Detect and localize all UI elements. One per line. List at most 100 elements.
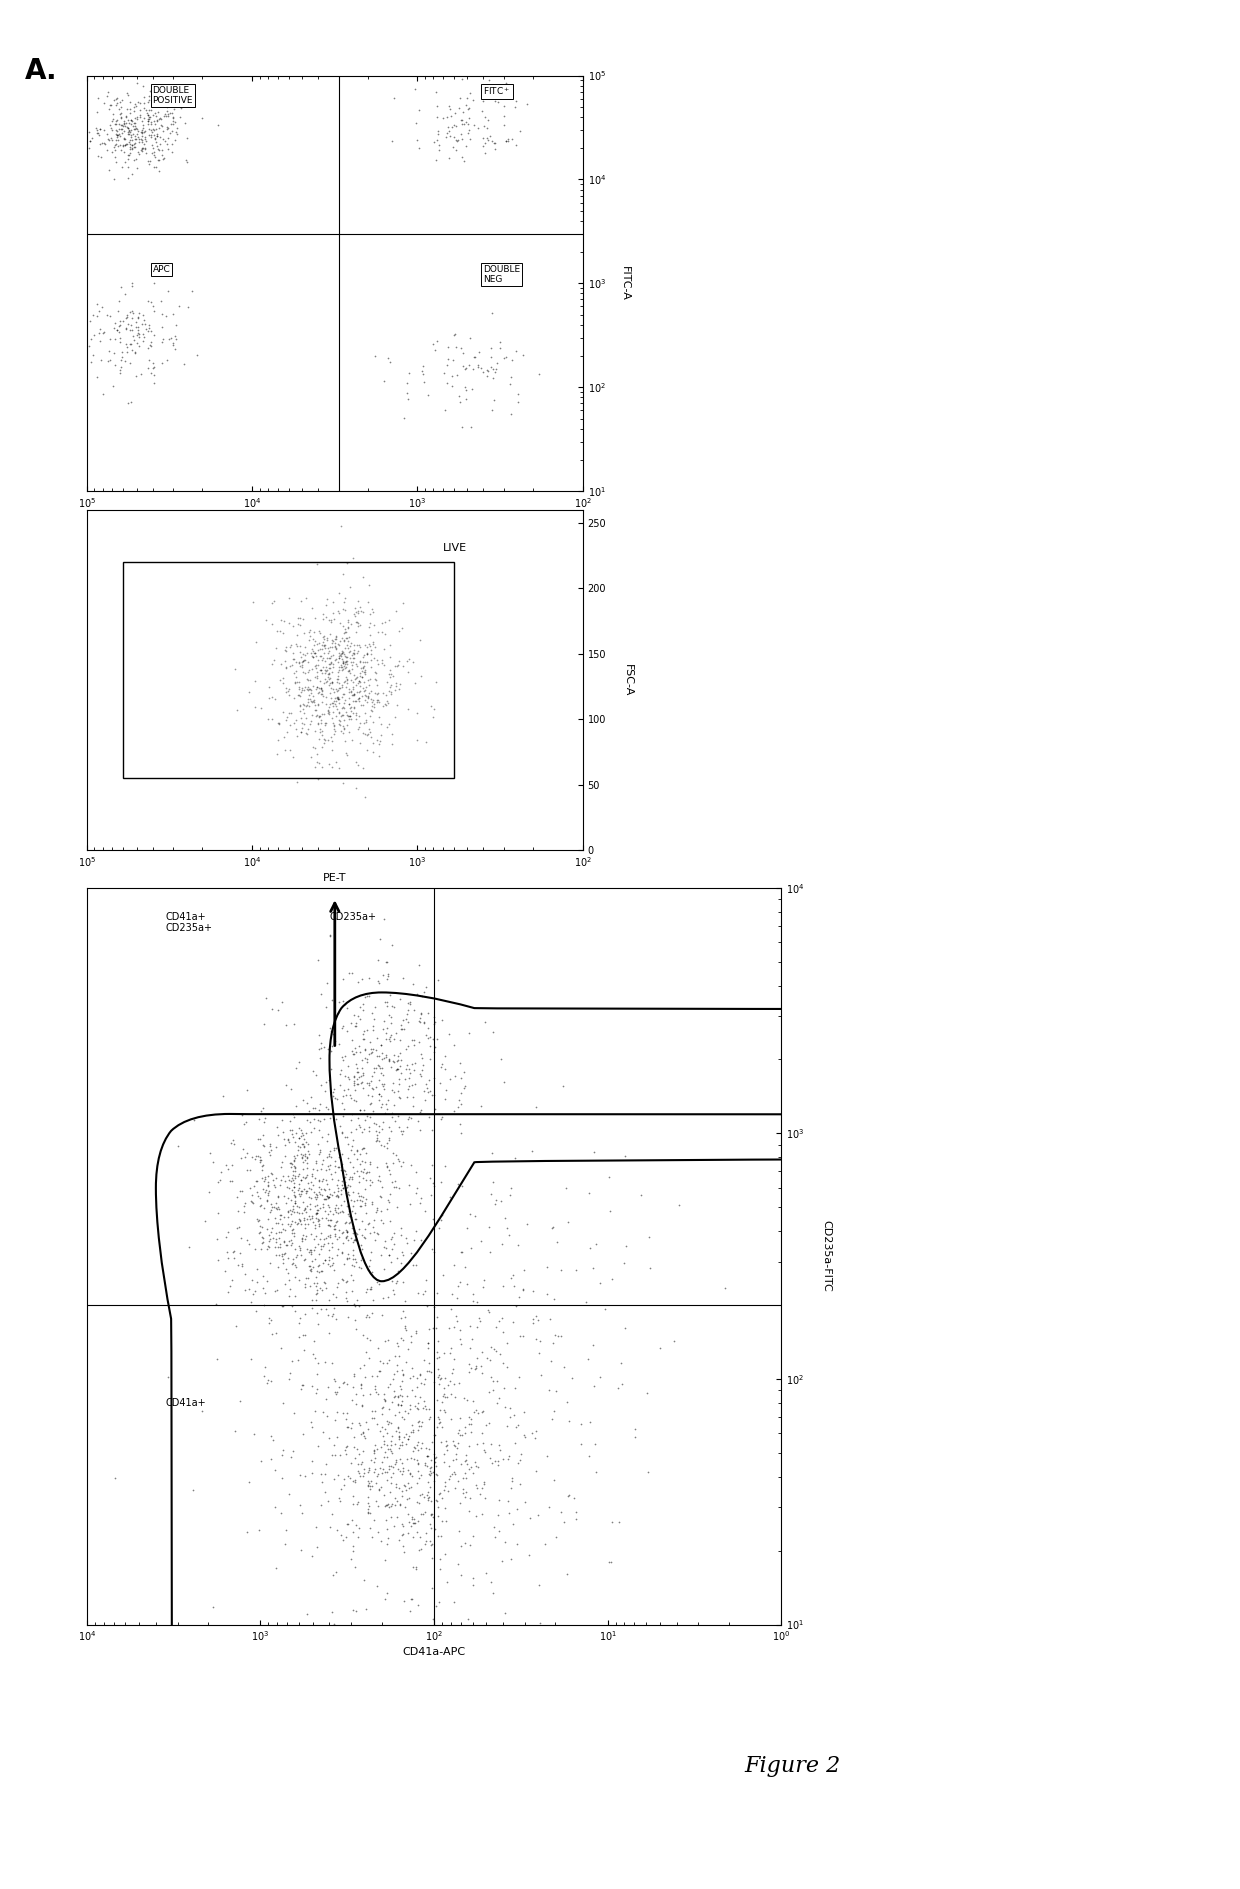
Point [341, 1184, 361, 1215]
Point [316, 689, 336, 720]
Point [309, 1211, 329, 1241]
Point [377, 990, 397, 1020]
Point [382, 1438, 402, 1468]
Point [305, 627, 325, 657]
Point [129, 321, 149, 351]
Point [162, 298, 182, 329]
Point [350, 684, 370, 714]
Point [134, 102, 154, 132]
Point [330, 1483, 350, 1513]
Point [274, 1201, 294, 1232]
Point [299, 674, 319, 705]
Point [269, 1241, 289, 1271]
Point [139, 81, 159, 111]
Point [122, 125, 141, 155]
Point [312, 1145, 332, 1175]
Point [139, 104, 159, 134]
Point [139, 106, 159, 136]
Point [296, 1105, 316, 1135]
Point [128, 115, 148, 145]
Point [367, 1462, 387, 1492]
Point [308, 1105, 327, 1135]
Point [419, 1404, 439, 1434]
Point [347, 652, 367, 682]
Point [295, 1264, 315, 1294]
Point [387, 1502, 407, 1532]
Point [418, 1013, 438, 1043]
Point [114, 110, 134, 140]
Point [398, 1082, 418, 1113]
Point [408, 1436, 428, 1466]
Point [387, 1243, 407, 1273]
Point [119, 115, 139, 145]
Point [459, 119, 479, 149]
Point [293, 1130, 312, 1160]
Point [135, 121, 155, 151]
Point [134, 128, 154, 159]
Point [410, 1039, 430, 1069]
Point [355, 680, 374, 710]
Point [343, 1266, 363, 1296]
Point [585, 1428, 605, 1458]
Point [558, 1481, 578, 1511]
Point [166, 117, 186, 147]
Point [417, 1292, 436, 1322]
Point [248, 1203, 268, 1234]
Point [523, 1275, 543, 1305]
Point [293, 1162, 312, 1192]
Point [330, 637, 350, 667]
Point [162, 138, 182, 168]
Point [289, 1173, 309, 1203]
Point [308, 1130, 327, 1160]
Point [295, 1141, 315, 1171]
Point [305, 650, 325, 680]
Point [329, 752, 348, 782]
Point [367, 686, 387, 716]
Point [361, 1275, 381, 1305]
Point [449, 1549, 469, 1579]
Point [298, 674, 317, 705]
Point [358, 963, 378, 994]
Point [153, 140, 172, 170]
Point [342, 1190, 362, 1220]
Point [348, 586, 368, 616]
Point [150, 128, 170, 159]
Point [387, 1351, 407, 1381]
Point [120, 104, 140, 134]
Point [383, 1453, 403, 1483]
Point [122, 315, 141, 346]
Point [107, 115, 126, 145]
Point [112, 85, 131, 115]
Point [346, 1048, 366, 1079]
Point [543, 1211, 563, 1241]
Point [412, 1407, 432, 1438]
Point [451, 1532, 471, 1562]
Point [424, 1001, 444, 1031]
Point [320, 1103, 340, 1133]
Point [322, 1251, 342, 1281]
Point [252, 1222, 272, 1252]
Point [281, 697, 301, 727]
Point [141, 119, 161, 149]
Point [458, 1213, 477, 1243]
Point [399, 1188, 419, 1218]
Point [376, 680, 396, 710]
Point [356, 631, 376, 661]
Point [325, 1292, 345, 1322]
Point [293, 672, 312, 703]
Point [150, 104, 170, 134]
Point [360, 1455, 379, 1485]
Point [459, 93, 479, 123]
Point [397, 1113, 417, 1143]
Point [460, 1311, 480, 1341]
Point [218, 1277, 238, 1307]
Point [392, 1322, 412, 1353]
Point [434, 1439, 454, 1470]
Point [120, 125, 140, 155]
Point [441, 1294, 461, 1324]
Point [403, 646, 423, 676]
Point [502, 1462, 522, 1492]
Point [435, 1150, 455, 1181]
Point [151, 327, 171, 357]
Point [398, 1073, 418, 1103]
